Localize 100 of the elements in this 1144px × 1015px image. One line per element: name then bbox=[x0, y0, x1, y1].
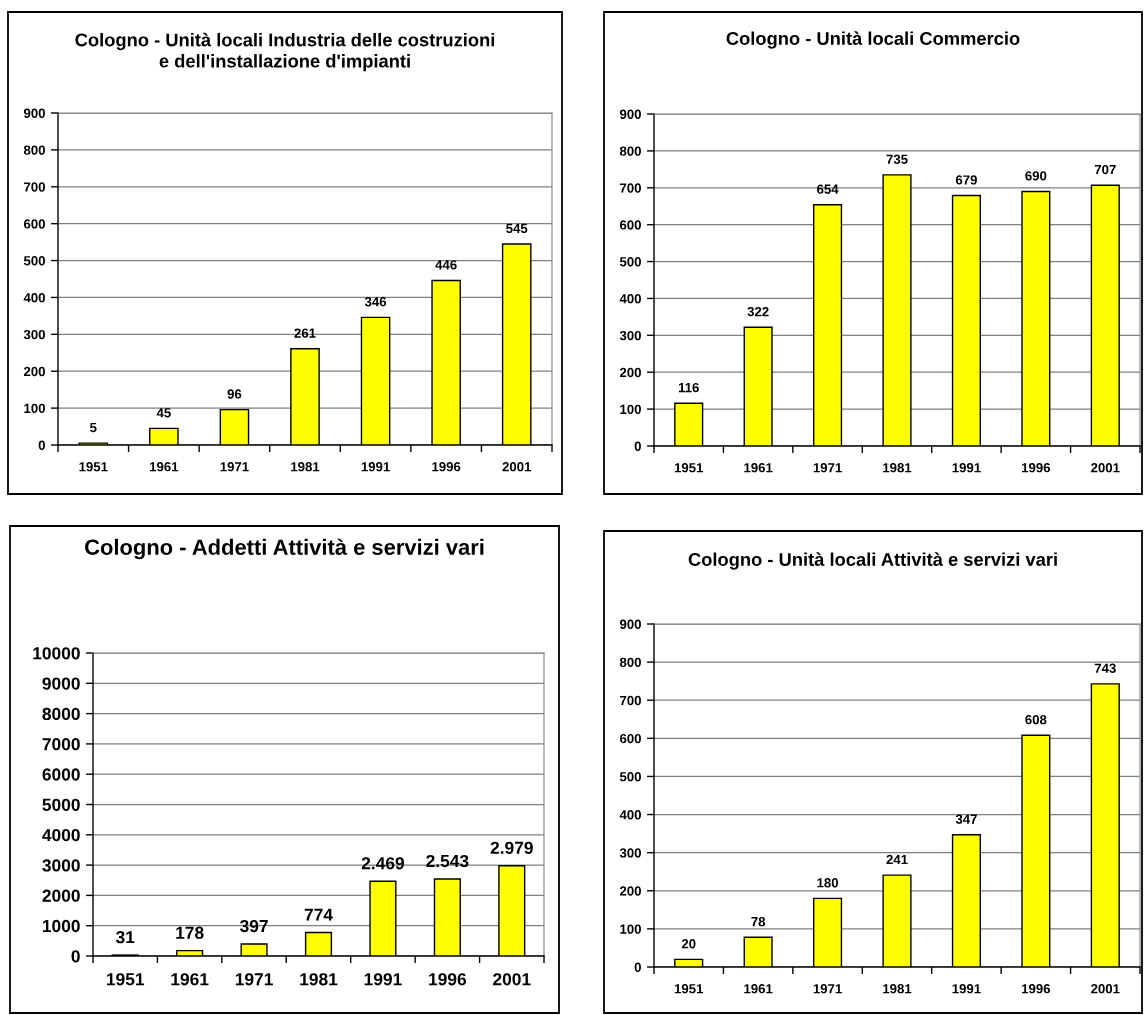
data-label: 743 bbox=[1094, 663, 1116, 673]
y-tick-label: 700 bbox=[620, 695, 641, 706]
x-tick-label: 1951 bbox=[674, 463, 704, 473]
y-tick-label: 900 bbox=[619, 109, 641, 119]
y-tick-label: 400 bbox=[619, 810, 641, 820]
data-label: 545 bbox=[506, 223, 528, 234]
x-tick-label: 1971 bbox=[235, 973, 273, 986]
y-tick-label: 800 bbox=[619, 146, 641, 156]
y-tick-label: 300 bbox=[619, 848, 641, 858]
y-tick-label: 700 bbox=[620, 183, 641, 193]
chart-title: Cologno - Unità locali Industria delle costruzioni e dell'installazione d'impianti bbox=[75, 32, 495, 72]
y-tick-label: 500 bbox=[23, 256, 45, 266]
data-label: 241 bbox=[886, 854, 908, 865]
data-label: 261 bbox=[294, 328, 316, 338]
y-tick-label: 100 bbox=[620, 924, 641, 934]
y-tick-label: 600 bbox=[619, 220, 641, 230]
x-tick-label: 1981 bbox=[291, 462, 320, 472]
y-tick-label: 100 bbox=[24, 403, 45, 414]
x-tick-label: 1951 bbox=[674, 984, 704, 994]
data-label: 690 bbox=[1025, 171, 1047, 181]
y-tick-label: 0 bbox=[38, 440, 45, 450]
data-label: 774 bbox=[304, 908, 333, 921]
x-tick-label: 1961 bbox=[171, 973, 209, 986]
y-tick-label: 500 bbox=[619, 772, 641, 782]
x-tick-label: 1981 bbox=[883, 463, 912, 473]
y-tick-label: 600 bbox=[23, 219, 45, 229]
data-label: 654 bbox=[817, 184, 839, 194]
data-label: 31 bbox=[115, 931, 135, 944]
y-tick-label: 800 bbox=[23, 145, 45, 155]
y-tick-label: 9000 bbox=[42, 677, 80, 690]
data-label: 20 bbox=[681, 939, 696, 949]
chart-title: Cologno - Unità locali Attività e servizi vari bbox=[688, 552, 1057, 570]
y-tick-label: 300 bbox=[619, 330, 641, 341]
y-tick-label: 0 bbox=[634, 962, 641, 972]
y-tick-label: 200 bbox=[23, 366, 45, 377]
y-tick-label: 400 bbox=[619, 294, 641, 304]
data-label: 2.469 bbox=[361, 857, 405, 870]
x-tick-label: 1996 bbox=[1022, 984, 1051, 994]
x-tick-label: 2001 bbox=[1091, 984, 1120, 994]
x-tick-label: 2001 bbox=[493, 973, 531, 986]
chart-title: Cologno - Unità locali Commercio bbox=[726, 31, 1020, 49]
y-tick-label: 5000 bbox=[42, 798, 80, 811]
y-tick-label: 900 bbox=[619, 619, 641, 629]
x-tick-label: 1991 bbox=[361, 462, 390, 472]
x-tick-label: 1981 bbox=[883, 984, 912, 994]
y-tick-label: 800 bbox=[619, 657, 641, 668]
data-label: 2.543 bbox=[426, 854, 469, 868]
x-tick-label: 1981 bbox=[300, 973, 338, 986]
x-tick-label: 1951 bbox=[79, 462, 108, 472]
x-tick-label: 1991 bbox=[364, 973, 402, 986]
data-label: 347 bbox=[955, 814, 977, 824]
y-tick-label: 10000 bbox=[33, 647, 80, 660]
data-label: 178 bbox=[176, 926, 204, 939]
y-tick-label: 7000 bbox=[42, 738, 80, 751]
data-label: 608 bbox=[1025, 715, 1047, 725]
x-tick-label: 2001 bbox=[502, 462, 532, 472]
x-tick-label: 1996 bbox=[429, 973, 467, 986]
data-label: 78 bbox=[751, 916, 766, 927]
x-tick-label: 1961 bbox=[744, 463, 773, 473]
chart-title: Cologno - Addetti Attività e servizi vari bbox=[85, 538, 484, 560]
x-tick-label: 1971 bbox=[813, 463, 842, 473]
x-tick-label: 1961 bbox=[744, 984, 773, 994]
y-tick-label: 200 bbox=[619, 886, 641, 896]
y-tick-label: 3000 bbox=[42, 859, 80, 872]
x-tick-label: 1971 bbox=[220, 462, 249, 472]
y-tick-label: 1000 bbox=[42, 919, 80, 933]
data-label: 735 bbox=[886, 154, 908, 164]
data-label: 180 bbox=[817, 878, 839, 888]
data-label: 707 bbox=[1094, 164, 1116, 175]
data-label: 679 bbox=[955, 175, 977, 185]
y-tick-label: 300 bbox=[23, 329, 45, 340]
y-tick-label: 200 bbox=[619, 367, 641, 378]
x-tick-label: 1961 bbox=[150, 462, 179, 472]
data-label: 322 bbox=[747, 306, 769, 317]
y-tick-label: 400 bbox=[23, 293, 45, 303]
y-tick-label: 8000 bbox=[42, 707, 80, 721]
x-tick-label: 1991 bbox=[952, 984, 981, 994]
data-label: 2.979 bbox=[490, 841, 533, 854]
x-tick-label: 1996 bbox=[1022, 463, 1051, 473]
data-label: 5 bbox=[90, 423, 97, 433]
y-tick-label: 0 bbox=[634, 441, 641, 451]
data-label: 116 bbox=[678, 382, 699, 393]
y-tick-label: 100 bbox=[620, 404, 641, 415]
y-tick-label: 600 bbox=[619, 733, 641, 744]
y-tick-label: 6000 bbox=[42, 768, 80, 781]
data-label: 346 bbox=[364, 297, 387, 307]
data-label: 45 bbox=[156, 408, 171, 418]
x-tick-label: 1971 bbox=[813, 984, 842, 994]
y-tick-label: 4000 bbox=[42, 828, 80, 842]
data-label: 446 bbox=[435, 260, 457, 270]
y-tick-label: 0 bbox=[71, 950, 80, 963]
data-label: 96 bbox=[227, 389, 242, 399]
y-tick-label: 700 bbox=[24, 182, 45, 192]
y-tick-label: 500 bbox=[619, 257, 641, 267]
y-tick-label: 900 bbox=[23, 108, 45, 118]
x-tick-label: 2001 bbox=[1091, 463, 1120, 473]
data-label: 397 bbox=[239, 919, 268, 933]
x-tick-label: 1991 bbox=[952, 463, 981, 473]
x-tick-label: 1996 bbox=[432, 462, 461, 472]
x-tick-label: 1951 bbox=[107, 973, 145, 986]
